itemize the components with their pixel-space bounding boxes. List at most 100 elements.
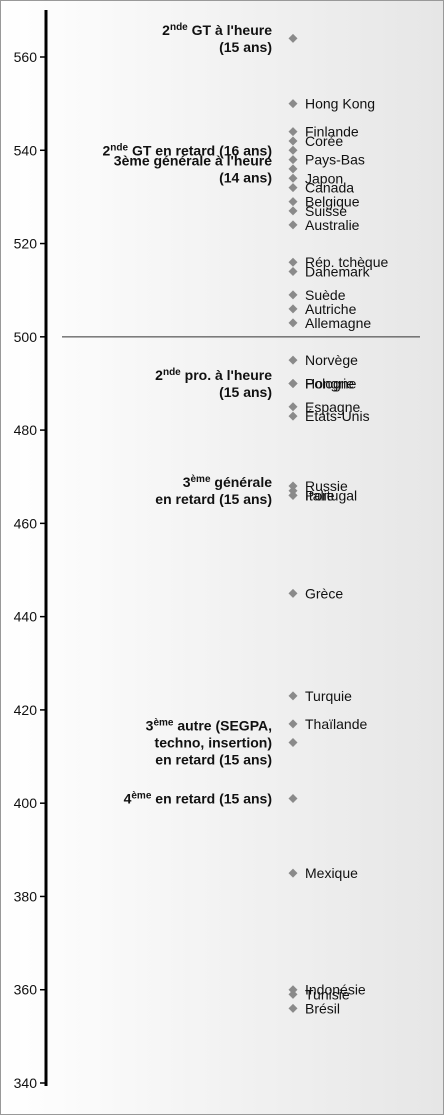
country-label: Autriche xyxy=(305,301,357,317)
point xyxy=(288,257,298,267)
point xyxy=(288,1003,298,1013)
point xyxy=(288,355,298,365)
point xyxy=(288,183,298,193)
point xyxy=(288,99,298,109)
country-label: Norvège xyxy=(305,352,358,368)
point xyxy=(288,220,298,230)
country-label: Finlande xyxy=(305,124,359,140)
point xyxy=(288,267,298,277)
label-text: générale xyxy=(211,474,273,490)
superscript: ème xyxy=(191,474,211,485)
country-label: Indonésie xyxy=(305,982,366,998)
label-text: 3 xyxy=(146,718,154,734)
country-label: Australie xyxy=(305,217,360,233)
point xyxy=(288,378,298,388)
y-tick-label: 440 xyxy=(14,609,38,625)
point xyxy=(288,719,298,729)
label-text: 3 xyxy=(183,474,191,490)
country-label: Belgique xyxy=(305,194,360,210)
superscript: nde xyxy=(110,142,128,153)
group-label: 2nde GT en retard (16 ans) xyxy=(102,142,272,158)
y-tick-label: 500 xyxy=(14,329,38,345)
label-text: (14 ans) xyxy=(219,169,272,185)
group-label: 3ème générale xyxy=(183,474,273,490)
superscript: nde xyxy=(170,22,188,33)
label-text: en retard (15 ans) xyxy=(155,491,272,507)
point xyxy=(288,206,298,216)
label-text: GT en retard (16 ans) xyxy=(128,142,272,158)
superscript: nde xyxy=(163,367,181,378)
y-tick-label: 360 xyxy=(14,982,38,998)
point xyxy=(288,136,298,146)
country-label: Suède xyxy=(305,287,346,303)
y-tick-label: 380 xyxy=(14,888,38,904)
group-label: (15 ans) xyxy=(219,384,272,400)
group-label: 4ème en retard (15 ans) xyxy=(124,791,272,807)
y-tick-label: 540 xyxy=(14,142,38,158)
point xyxy=(288,155,298,165)
country-label: Hongrie xyxy=(305,375,354,391)
point xyxy=(288,481,298,491)
point xyxy=(288,985,298,995)
country-label: Mexique xyxy=(305,865,358,881)
label-text: 2 xyxy=(102,142,110,158)
country-label: Danemark xyxy=(305,264,371,280)
group-label: 3ème générale à l'heure xyxy=(114,152,272,168)
superscript: ème xyxy=(153,718,173,729)
country-label: Thaïlande xyxy=(305,716,367,732)
country-label: Corée xyxy=(305,133,343,149)
point xyxy=(288,33,298,43)
y-tick-label: 520 xyxy=(14,236,38,252)
y-tick-label: 400 xyxy=(14,795,38,811)
label-text: pro. à l'heure xyxy=(181,367,272,383)
label-text: (15 ans) xyxy=(219,39,272,55)
country-label: Grèce xyxy=(305,585,343,601)
point xyxy=(288,402,298,412)
y-tick-label: 560 xyxy=(14,49,38,65)
point xyxy=(288,318,298,328)
point xyxy=(288,738,298,748)
group-label: en retard (15 ans) xyxy=(155,491,272,507)
label-text: autre (SEGPA, xyxy=(173,718,272,734)
country-label: Italie xyxy=(305,487,335,503)
group-label: (15 ans) xyxy=(219,39,272,55)
country-label: Pays-Bas xyxy=(305,152,365,168)
y-tick-label: 460 xyxy=(14,515,38,531)
label-text: en retard (15 ans) xyxy=(151,791,272,807)
y-tick-label: 480 xyxy=(14,422,38,438)
label-text: techno, insertion) xyxy=(155,735,272,751)
point xyxy=(288,989,298,999)
point xyxy=(288,691,298,701)
country-label: Russie xyxy=(305,478,348,494)
country-label: Japon xyxy=(305,170,343,186)
point xyxy=(288,868,298,878)
group-label: 2nde pro. à l'heure xyxy=(155,367,272,383)
point xyxy=(288,290,298,300)
superscript: ème xyxy=(131,791,151,802)
label-text: 2 xyxy=(162,22,170,38)
country-label: Rép. tchèque xyxy=(305,254,388,270)
country-label: Turquie xyxy=(305,688,352,704)
country-label: Espagne xyxy=(305,399,360,415)
group-label: 2nde GT à l'heure xyxy=(162,22,272,38)
point xyxy=(288,486,298,496)
label-text: en retard (15 ans) xyxy=(155,752,272,768)
group-label: 3ème autre (SEGPA, xyxy=(146,718,272,734)
label-text: 4 xyxy=(124,791,132,807)
country-label: Tunisie xyxy=(305,986,350,1002)
country-label: Suisse xyxy=(305,203,347,219)
label-text: 2 xyxy=(155,367,163,383)
label-text: GT à l'heure xyxy=(188,22,272,38)
country-label: Canada xyxy=(305,180,354,196)
y-tick-label: 420 xyxy=(14,702,38,718)
country-label: Hong Kong xyxy=(305,96,375,112)
point xyxy=(288,304,298,314)
group-label: (14 ans) xyxy=(219,169,272,185)
point xyxy=(288,588,298,598)
point xyxy=(288,127,298,137)
group-label: techno, insertion) xyxy=(155,735,272,751)
country-label: Portugal xyxy=(305,487,357,503)
point xyxy=(288,411,298,421)
country-label: États-Unis xyxy=(305,408,370,424)
